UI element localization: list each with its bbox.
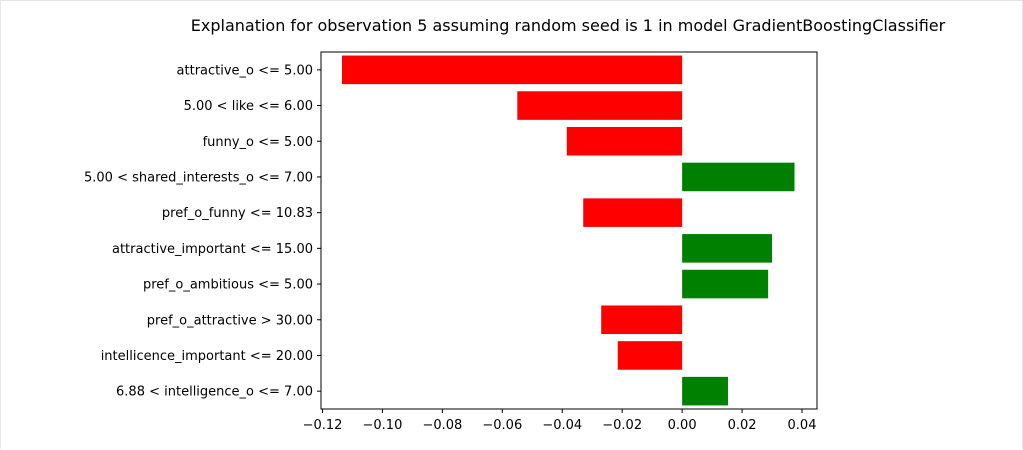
x-tick-label-7: 0.02 [728, 418, 757, 433]
x-tick-label-6: 0.00 [668, 418, 697, 433]
x-tick-label-8: 0.04 [788, 418, 817, 433]
bar-8 [617, 341, 683, 370]
bar-9 [682, 376, 728, 406]
x-tick-label-4: −0.04 [542, 418, 582, 433]
bars-group [341, 55, 795, 406]
bar-7 [601, 305, 683, 335]
y-tick-label-1: 5.00 < like <= 6.00 [184, 99, 313, 114]
x-tick-label-2: −0.08 [422, 418, 462, 433]
x-axis: −0.12 −0.10 −0.08 −0.06 −0.04 −0.02 0.00 0.02 0.… [303, 409, 817, 433]
x-tick-label-5: −0.02 [602, 418, 642, 433]
y-tick-label-6: pref_o_ambitious <= 5.00 [143, 278, 313, 293]
bar-2 [566, 126, 683, 156]
bar-0 [341, 55, 683, 85]
chart-title: Explanation for observation 5 assuming r… [191, 16, 946, 35]
y-axis: attractive_o <= 5.00 5.00 < like <= 6.00 f… [84, 63, 321, 400]
bar-6 [682, 269, 769, 299]
y-tick-label-7: pref_o_attractive > 30.00 [147, 313, 313, 328]
bar-5 [682, 234, 773, 263]
bar-3 [682, 162, 795, 192]
x-tick-label-3: −0.06 [482, 418, 522, 433]
y-tick-label-0: attractive_o <= 5.00 [177, 63, 313, 78]
plot-area-frame [320, 51, 818, 410]
bar-1 [517, 91, 683, 120]
y-tick-label-5: attractive_important <= 15.00 [112, 242, 313, 257]
x-tick-label-0: −0.12 [303, 418, 343, 433]
y-tick-label-9: 6.88 < intelligence_o <= 7.00 [116, 385, 313, 400]
x-tick-label-1: −0.10 [363, 418, 403, 433]
bar-4 [583, 198, 683, 227]
y-tick-label-2: funny_o <= 5.00 [203, 135, 313, 150]
y-tick-label-8: intellicence_important <= 20.00 [101, 349, 313, 364]
y-tick-label-4: pref_o_funny <= 10.83 [162, 206, 313, 221]
y-tick-label-3: 5.00 < shared_interests_o <= 7.00 [84, 170, 313, 185]
